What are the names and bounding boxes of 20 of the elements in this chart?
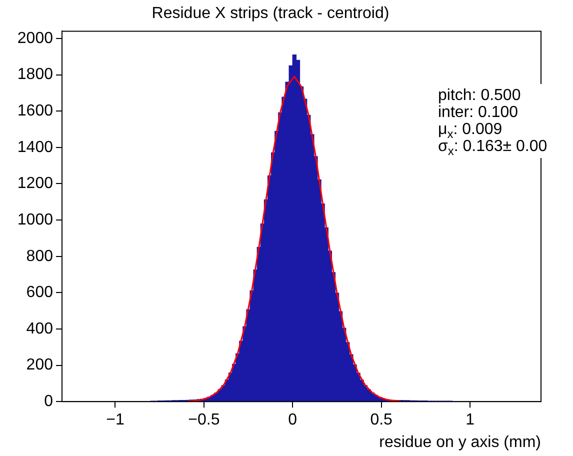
annotation: pitch: 0.500 (438, 87, 521, 104)
x-tick-label: 0 (288, 412, 298, 429)
x-tick-label: −0.5 (188, 412, 220, 429)
y-tick-label: 800 (26, 248, 54, 265)
y-tick-label: 1800 (17, 66, 54, 84)
y-tick-label: 1400 (17, 138, 54, 156)
chart-title: Residue X strips (track - centroid) (152, 5, 390, 22)
y-tick-label: 0 (44, 393, 54, 410)
y-tick-label: 1200 (17, 175, 54, 192)
y-tick-label: 400 (26, 320, 54, 338)
y-tick-label: 1000 (17, 211, 54, 228)
y-tick-label: 2000 (17, 30, 54, 47)
y-tick-label: 200 (26, 356, 54, 374)
x-tick-label: 1 (466, 412, 475, 429)
y-tick-label: 1600 (17, 102, 54, 120)
y-tick-label: 600 (26, 284, 54, 302)
x-axis-title: residue on y axis (mm) (379, 434, 541, 451)
x-tick-label: 0.5 (370, 412, 393, 429)
x-tick-label: −1 (106, 412, 124, 429)
annotation: inter: 0.100 (438, 104, 518, 121)
